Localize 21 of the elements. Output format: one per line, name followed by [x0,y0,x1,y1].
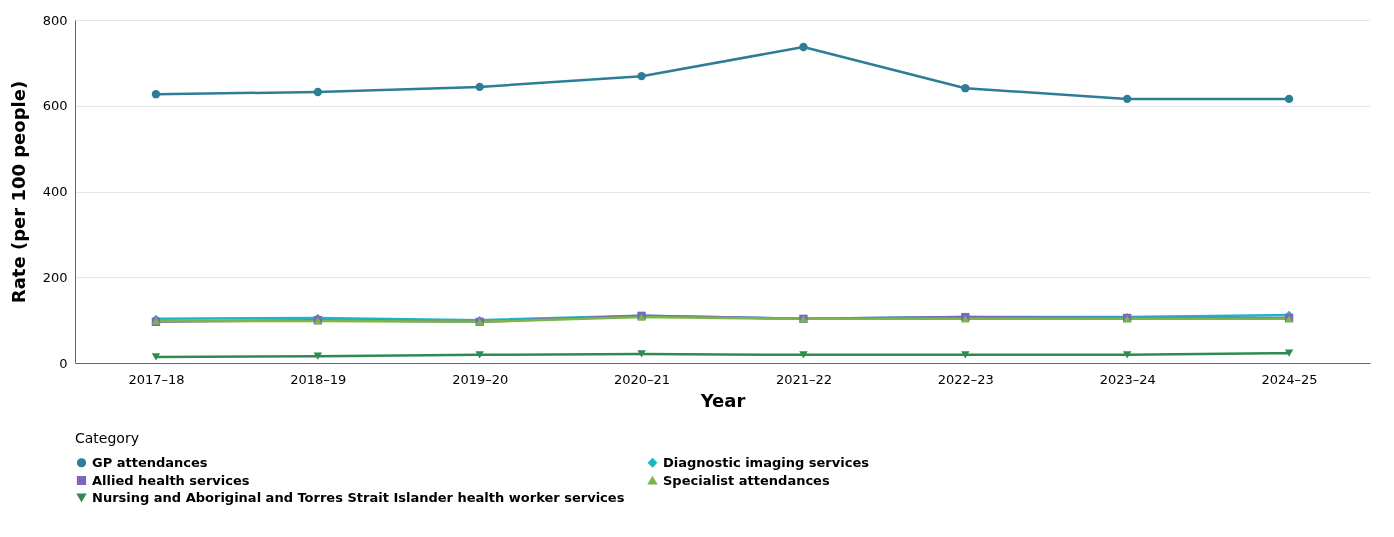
x-tick-label: 2017–18 [128,371,185,387]
x-tick-label: 2022–23 [937,371,994,387]
x-tick-label: 2021–22 [775,371,833,387]
x-tick-label: 2020–21 [613,371,671,387]
legend-label: GP attendances [92,454,208,470]
y-tick-label: 800 [42,12,68,28]
legend-label: Specialist attendances [663,472,830,488]
x-tick-label: 2018–19 [290,371,347,387]
x-tick-label: 2024–25 [1261,371,1318,387]
legend-label: Diagnostic imaging services [663,454,870,470]
legend-label: Allied health services [92,472,250,488]
y-axis-title: Rate (per 100 people) [7,80,29,304]
y-tick-label: 400 [42,184,68,199]
legend-label: Nursing and Aboriginal and Torres Strait Islander health worker services [92,489,625,505]
y-tick-label: 200 [42,269,68,285]
y-tick-label: 0 [59,355,68,371]
y-tick-label: 600 [42,98,68,114]
legend-title: Category [75,430,139,446]
x-axis-title: Year [699,389,746,411]
x-tick-label: 2023–24 [1099,371,1156,387]
x-tick-label: 2019–20 [452,371,509,387]
